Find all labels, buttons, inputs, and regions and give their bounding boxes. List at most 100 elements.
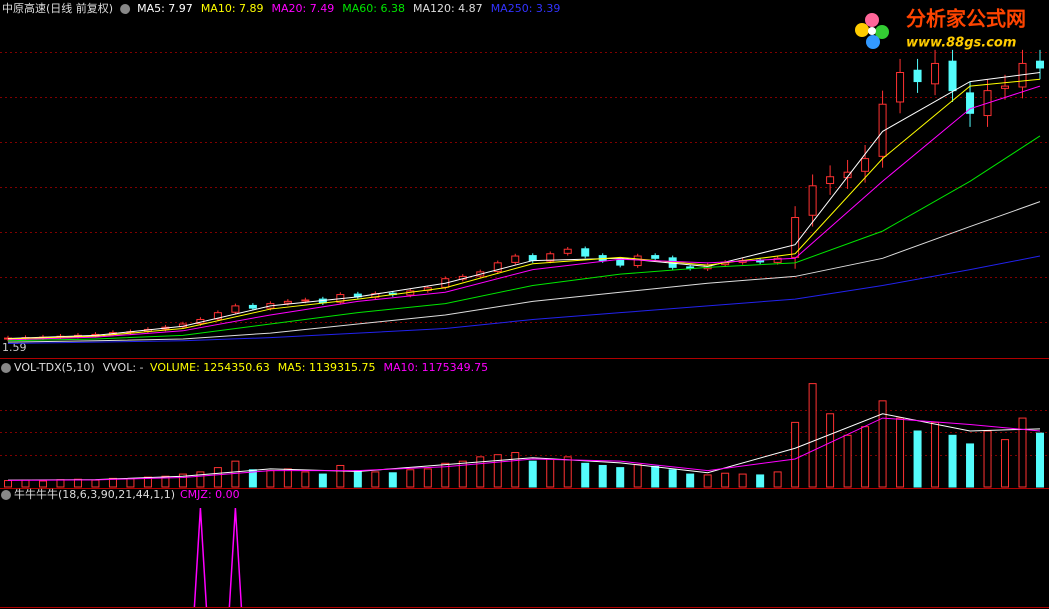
- volume-bar: [388, 472, 397, 488]
- volume-bar: [773, 471, 782, 488]
- legend-label: MA20: 7.49: [272, 2, 335, 15]
- volume-bar: [406, 469, 415, 488]
- volume-bar: [1036, 432, 1044, 488]
- candle-body: [511, 255, 520, 263]
- volume-bar: [563, 456, 572, 488]
- volume-bar: [423, 468, 432, 488]
- volume-bar: [651, 465, 660, 488]
- volume-bar: [808, 383, 817, 488]
- volume-bar: [493, 454, 502, 488]
- volume-bar: [1001, 439, 1010, 488]
- legend-label: MA5: 7.97: [137, 2, 193, 15]
- candle-body: [1001, 85, 1010, 89]
- legend-label: MA120: 4.87: [413, 2, 483, 15]
- volume-bar: [38, 480, 47, 488]
- legend-label: 牛牛牛牛(18,6,3,90,21,44,1,1): [14, 487, 175, 501]
- candle-body: [546, 253, 555, 262]
- volume-bar: [4, 480, 12, 488]
- volume-bar: [161, 475, 170, 488]
- ma-line: [7, 417, 1041, 481]
- legend-label: MA250: 3.39: [491, 2, 561, 15]
- volume-bar: [826, 413, 835, 488]
- ma-line: [7, 201, 1041, 343]
- volume-bar: [686, 473, 695, 488]
- volume-bar: [756, 474, 765, 488]
- volume-bar: [248, 469, 257, 488]
- volume-bar: [913, 430, 922, 488]
- candle-body: [563, 248, 572, 254]
- volume-bar: [21, 479, 30, 488]
- candle-body: [213, 312, 222, 320]
- volume-bar: [353, 470, 362, 488]
- volume-bar: [983, 430, 992, 488]
- dropdown-icon: [1, 490, 11, 500]
- candle-body: [248, 304, 257, 309]
- volume-bar: [458, 460, 467, 488]
- candle-body: [948, 60, 957, 92]
- chart-title: 中原高速(日线 前复权): [2, 1, 113, 15]
- logo-name: 分析家公式网: [906, 7, 1026, 31]
- candle-body: [791, 217, 800, 258]
- dropdown-icon: [120, 4, 131, 14]
- volume-bar: [668, 469, 677, 488]
- legend-label: MA10: 7.89: [201, 2, 264, 15]
- volume-bar: [301, 471, 310, 488]
- candle-body: [896, 72, 905, 103]
- volume-bar: [213, 467, 222, 488]
- logo-petal: [875, 25, 889, 39]
- logo-petal: [855, 23, 869, 37]
- volume-bar: [616, 467, 625, 488]
- volume-bar: [511, 452, 520, 488]
- volume-bar: [633, 464, 642, 488]
- volume-bar: [948, 434, 957, 488]
- low-price-label: 1.59: [2, 341, 27, 354]
- candle-body: [931, 62, 940, 85]
- logo-petal: [866, 35, 880, 49]
- volume-bar: [266, 470, 275, 488]
- volume-bar: [441, 462, 450, 488]
- candle-body: [283, 300, 292, 304]
- volume-bar: [336, 464, 345, 488]
- candle-body: [808, 185, 817, 216]
- volume-bar: [721, 472, 730, 488]
- volume-bar: [931, 421, 940, 488]
- legend-label: VVOL: -: [103, 361, 144, 374]
- legend-label: VOLUME: 1254350.63: [150, 361, 270, 374]
- volume-bar: [791, 421, 800, 488]
- ma-line: [7, 135, 1041, 342]
- volume-bar: [91, 479, 100, 488]
- candle-body: [878, 103, 887, 157]
- candle-body: [966, 92, 975, 114]
- candle-body: [528, 255, 537, 262]
- candle-body: [616, 259, 625, 266]
- legend-label: MA10: 1175349.75: [383, 361, 488, 374]
- candle-body: [633, 255, 642, 267]
- candle-body: [301, 299, 310, 302]
- logo-petal: [865, 13, 879, 27]
- logo: 分析家公式网 www.88gs.com: [855, 7, 1026, 51]
- candle-body: [826, 176, 835, 185]
- ma-line: [7, 85, 1041, 341]
- volume-bar: [546, 458, 555, 488]
- candle-body: [773, 257, 782, 263]
- volume-bar: [843, 434, 852, 488]
- volume-bar: [861, 426, 870, 488]
- ma-line: [7, 413, 1041, 481]
- volume-bar: [896, 417, 905, 488]
- volume-bar: [598, 464, 607, 488]
- candle-body: [1036, 60, 1044, 69]
- volume-bar: [126, 478, 135, 488]
- candle-body: [651, 255, 660, 259]
- volume-bar: [318, 473, 327, 488]
- volume-bar: [1018, 417, 1027, 488]
- volume-bar: [476, 456, 485, 488]
- volume-bar: [528, 460, 537, 488]
- volume-bar: [738, 473, 747, 488]
- legend-label: VOL-TDX(5,10): [14, 361, 95, 374]
- ma-line: [7, 78, 1041, 340]
- volume-bar: [371, 471, 380, 488]
- logo-url: www.88gs.com: [906, 36, 1016, 51]
- ma-line: [7, 255, 1041, 344]
